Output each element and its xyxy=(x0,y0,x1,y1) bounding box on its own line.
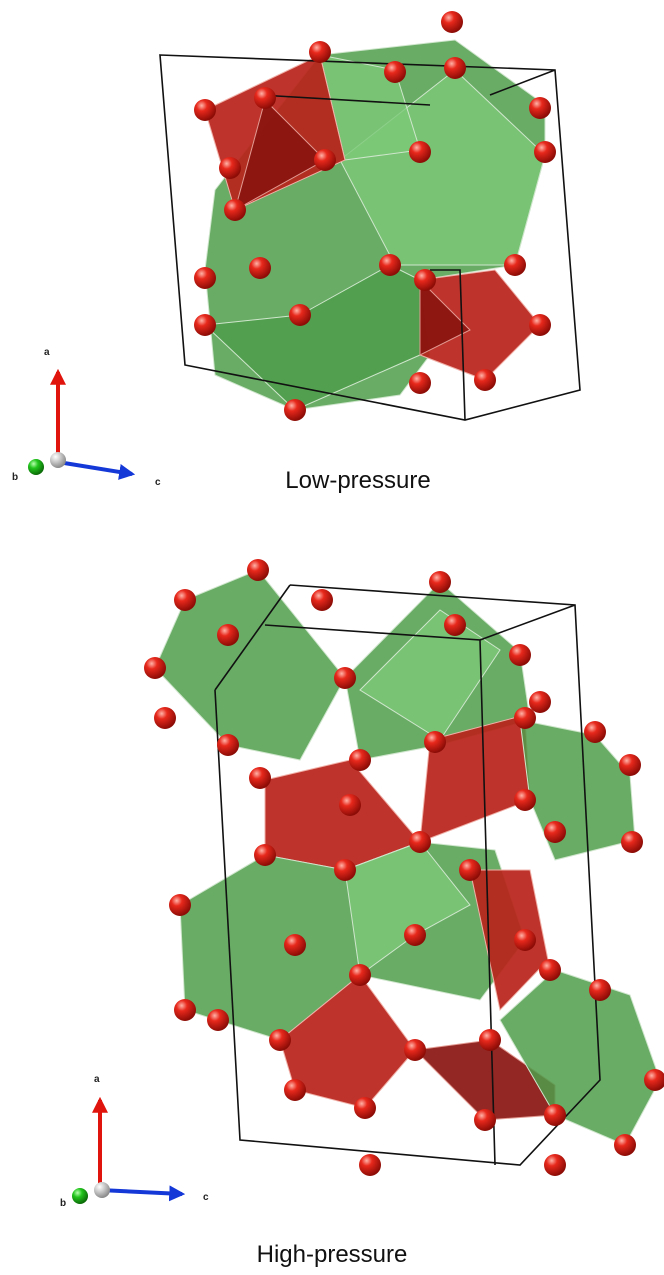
atom xyxy=(444,57,466,79)
atom xyxy=(254,844,276,866)
atom xyxy=(311,589,333,611)
axis-label: a xyxy=(94,1074,100,1085)
low-pressure-structure xyxy=(160,40,580,420)
axis-label: c xyxy=(155,477,161,488)
atom xyxy=(504,254,526,276)
atom xyxy=(194,314,216,336)
atom xyxy=(219,157,241,179)
atom xyxy=(514,707,536,729)
atom xyxy=(379,254,401,276)
atom xyxy=(614,1134,636,1156)
atom xyxy=(444,614,466,636)
axis-triad: a b c xyxy=(12,347,161,488)
atom xyxy=(169,894,191,916)
atom xyxy=(589,979,611,1001)
atom xyxy=(284,399,306,421)
atom xyxy=(409,831,431,853)
atom xyxy=(544,821,566,843)
atom xyxy=(359,1154,381,1176)
atom xyxy=(349,749,371,771)
atom xyxy=(354,1097,376,1119)
atom xyxy=(441,11,463,33)
atom xyxy=(534,141,556,163)
axis-label: b xyxy=(12,472,18,483)
atom xyxy=(174,999,196,1021)
atom xyxy=(584,721,606,743)
atom xyxy=(409,141,431,163)
axis-label: c xyxy=(203,1192,209,1203)
high-pressure-structure xyxy=(155,570,660,1165)
atom xyxy=(174,589,196,611)
atom xyxy=(539,959,561,981)
atom xyxy=(529,314,551,336)
atom xyxy=(247,559,269,581)
atom xyxy=(384,61,406,83)
atom xyxy=(529,97,551,119)
atom xyxy=(194,99,216,121)
atom xyxy=(349,964,371,986)
atom xyxy=(217,734,239,756)
atom xyxy=(514,929,536,951)
atom xyxy=(404,924,426,946)
atom xyxy=(217,624,239,646)
atom xyxy=(474,1109,496,1131)
atom xyxy=(314,149,336,171)
atom xyxy=(509,644,531,666)
atom xyxy=(249,767,271,789)
atom xyxy=(224,199,246,221)
atom xyxy=(334,667,356,689)
atom xyxy=(334,859,356,881)
atom xyxy=(339,794,361,816)
atom xyxy=(424,731,446,753)
atom xyxy=(254,87,276,109)
atom xyxy=(544,1104,566,1126)
atom xyxy=(474,369,496,391)
atom xyxy=(529,691,551,713)
atom xyxy=(544,1154,566,1176)
axis-label: b xyxy=(60,1198,66,1209)
axis-triad: a b c xyxy=(60,1074,209,1209)
atom xyxy=(479,1029,501,1051)
atom xyxy=(269,1029,291,1051)
atom xyxy=(284,1079,306,1101)
atom xyxy=(459,859,481,881)
atom xyxy=(289,304,311,326)
atom xyxy=(144,657,166,679)
figure: a b c Low-pressure a b c High-pressure xyxy=(0,0,664,1275)
atom xyxy=(429,571,451,593)
atom xyxy=(409,372,431,394)
atom xyxy=(154,707,176,729)
atom xyxy=(284,934,306,956)
atom xyxy=(619,754,641,776)
atom xyxy=(404,1039,426,1061)
atom xyxy=(414,269,436,291)
atom xyxy=(514,789,536,811)
atom xyxy=(249,257,271,279)
axis-label: a xyxy=(44,347,50,358)
caption: High-pressure xyxy=(257,1241,408,1268)
atom xyxy=(309,41,331,63)
atom xyxy=(621,831,643,853)
atom xyxy=(194,267,216,289)
atom xyxy=(207,1009,229,1031)
caption: Low-pressure xyxy=(285,467,430,494)
